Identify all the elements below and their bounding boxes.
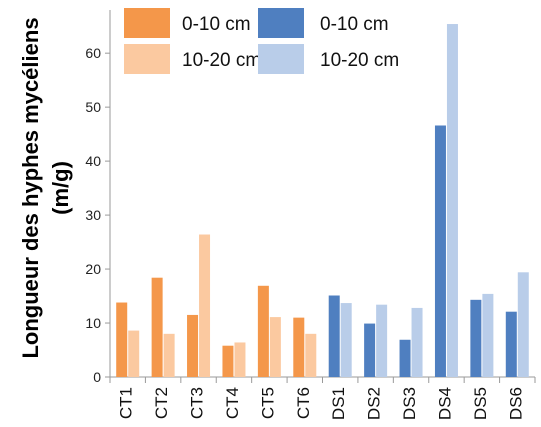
x-tick-label-ds6: DS6 — [506, 387, 525, 420]
x-tick-label-ds3: DS3 — [400, 387, 419, 420]
bar-ds3-0-10 — [399, 339, 411, 377]
legend-label: 10-20 cm — [182, 50, 261, 71]
legend: 0-10 cm 10-20 cm 0-10 cm 10-20 cm — [124, 8, 399, 74]
bar-ds6-10-20 — [517, 272, 529, 377]
bar-ds5-10-20 — [482, 293, 494, 377]
bar-ds1-10-20 — [340, 303, 352, 377]
y-axis-ticks: 0 10 20 30 40 50 60 — [85, 45, 110, 385]
y-tick-label: 50 — [85, 99, 101, 115]
legend-swatch — [258, 44, 304, 74]
x-tick-label-ct6: CT6 — [294, 387, 313, 419]
y-tick-label: 10 — [85, 315, 101, 331]
bar-ct5-10-20 — [269, 317, 281, 377]
bar-ds4-10-20 — [446, 24, 458, 378]
bar-ds4-0-10 — [434, 125, 446, 377]
bar-ct2-0-10 — [151, 277, 163, 377]
bar-ct6-0-10 — [293, 317, 305, 377]
x-axis-ticks: CT1 CT2 CT3 CT4 CT5 CT6 DS1 DS2 DS3 DS4 DS5 DS6 — [109, 377, 536, 420]
bar-ct1-10-20 — [128, 330, 140, 377]
bar-ds3-10-20 — [411, 307, 423, 377]
x-tick-label-ct4: CT4 — [223, 387, 242, 419]
bars — [116, 24, 529, 378]
bar-ct6-10-20 — [305, 333, 317, 377]
y-tick-label: 0 — [93, 369, 101, 385]
x-tick-label-ct2: CT2 — [152, 387, 171, 419]
x-tick-label-ds1: DS1 — [329, 387, 348, 420]
bar-ct4-10-20 — [234, 342, 246, 377]
y-tick-label: 20 — [85, 261, 101, 277]
y-axis-title-line-1: Longueur des hyphes mycéliens — [18, 17, 43, 358]
legend-swatch — [124, 44, 170, 74]
legend-label: 10-20 cm — [320, 50, 399, 71]
bar-ds2-0-10 — [364, 323, 376, 377]
x-tick-label-ct5: CT5 — [258, 387, 277, 419]
bar-ds2-10-20 — [376, 304, 388, 377]
bar-ct5-0-10 — [257, 285, 269, 377]
legend-swatch — [258, 8, 304, 38]
y-tick-label: 30 — [85, 207, 101, 223]
bar-ct3-10-20 — [199, 234, 211, 377]
x-tick-label-ds5: DS5 — [471, 387, 490, 420]
bar-ct2-10-20 — [163, 333, 175, 377]
bar-ct4-0-10 — [222, 345, 234, 377]
y-axis-title-line-2: (m/g) — [48, 161, 73, 215]
bar-ct3-0-10 — [187, 314, 199, 377]
y-tick-label: 60 — [85, 45, 101, 61]
y-axis-title: Longueur des hyphes mycéliens (m/g) — [18, 17, 73, 358]
y-tick-label: 40 — [85, 153, 101, 169]
x-tick-label-ct1: CT1 — [117, 387, 136, 419]
bar-ct1-0-10 — [116, 302, 128, 377]
bar-ds6-0-10 — [505, 311, 517, 377]
bar-ds5-0-10 — [470, 299, 482, 377]
x-tick-label-ds2: DS2 — [365, 387, 384, 420]
legend-swatch — [124, 8, 170, 38]
legend-label: 0-10 cm — [320, 14, 389, 35]
legend-label: 0-10 cm — [182, 14, 251, 35]
bar-ds1-0-10 — [328, 295, 340, 377]
x-tick-label-ds4: DS4 — [435, 387, 454, 420]
x-tick-label-ct3: CT3 — [188, 387, 207, 419]
